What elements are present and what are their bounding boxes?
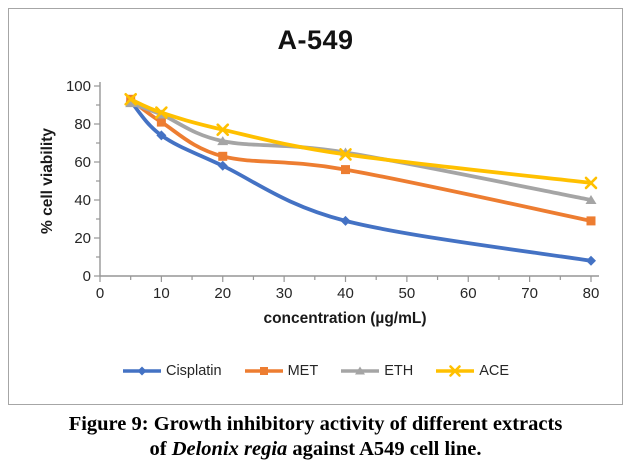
series-marker-square <box>586 216 596 226</box>
series-marker-triangle <box>125 98 137 108</box>
legend-swatch-x-icon <box>436 365 475 377</box>
series-marker-x <box>584 176 598 190</box>
series-marker-diamond <box>137 366 147 376</box>
legend-swatch-triangle-icon <box>341 366 380 375</box>
caption-species-italic: Delonix regia <box>171 438 288 460</box>
series-marker-square <box>156 117 166 127</box>
caption-line-2: of Delonix regia against A549 cell line. <box>10 437 621 462</box>
y-tick-label: 0 <box>83 268 91 285</box>
x-tick-label: 50 <box>399 285 416 302</box>
legend-swatch-diamond-icon <box>122 366 161 376</box>
series-marker-triangle <box>355 366 366 375</box>
series-marker-x <box>124 93 137 106</box>
series-marker-x <box>216 123 230 136</box>
x-tick-label: 60 <box>460 285 477 302</box>
series-marker-diamond <box>340 215 351 226</box>
y-tick-label: 100 <box>66 78 91 95</box>
chart-plot-svg: 0 20 40 60 80 100 0 10 20 30 40 50 60 70 80 <box>66 78 600 302</box>
series-marker-x <box>155 106 168 119</box>
x-tick-label: 30 <box>276 285 293 302</box>
series-marker-diamond <box>156 130 167 141</box>
legend-item-met: MET <box>244 363 319 379</box>
y-tick-label: 20 <box>74 230 91 247</box>
legend-label: MET <box>287 363 319 379</box>
x-tick-label: 0 <box>96 285 104 302</box>
series-marker-square <box>341 165 350 175</box>
x-tick-label: 20 <box>214 285 231 302</box>
legend-item-eth: ETH <box>340 363 413 379</box>
legend-label: ETH <box>384 363 414 379</box>
series-marker-triangle <box>585 195 597 204</box>
caption-line-2-suffix: against A549 cell line. <box>287 438 482 460</box>
y-tick-label: 60 <box>74 154 91 171</box>
series-line-ETH <box>128 101 593 202</box>
legend-label: ACE <box>479 363 510 379</box>
x-tick-label: 40 <box>337 285 354 302</box>
caption-line-1: Figure 9: Growth inhibitory activity of … <box>68 413 563 435</box>
series-marker-square <box>218 151 228 161</box>
chart-legend: Cisplatin MET ETH ACE <box>9 363 622 379</box>
series-line-MET <box>128 97 593 223</box>
series-marker-diamond <box>217 160 228 171</box>
series-marker-diamond <box>586 255 596 266</box>
x-axis-title: concentration (µg/mL) <box>263 310 427 327</box>
legend-item-ace: ACE <box>435 363 509 379</box>
series-marker-x <box>339 148 352 161</box>
legend-label: Cisplatin <box>165 363 222 379</box>
chart-title: A-549 <box>277 25 354 55</box>
chart-area: 0 20 40 60 80 100 0 10 20 30 40 50 60 70 80 A-549 % ce… <box>8 8 623 405</box>
y-tick-label: 80 <box>74 116 91 133</box>
series-line-ACE <box>128 97 593 185</box>
legend-item-cisplatin: Cisplatin <box>122 363 222 379</box>
y-axis-title: % cell viability <box>39 128 56 234</box>
series-marker-triangle <box>217 136 229 146</box>
legend-swatch-square-icon <box>244 367 283 375</box>
x-tick-label: 80 <box>583 285 600 302</box>
figure-caption: Figure 9: Growth inhibitory activity of … <box>10 412 621 462</box>
series-marker-square <box>259 367 268 375</box>
x-tick-label: 10 <box>153 285 170 302</box>
caption-line-2-prefix: of <box>149 438 172 460</box>
series-marker-x <box>449 365 461 377</box>
x-tick-label: 70 <box>521 285 538 302</box>
y-tick-label: 40 <box>74 192 91 209</box>
